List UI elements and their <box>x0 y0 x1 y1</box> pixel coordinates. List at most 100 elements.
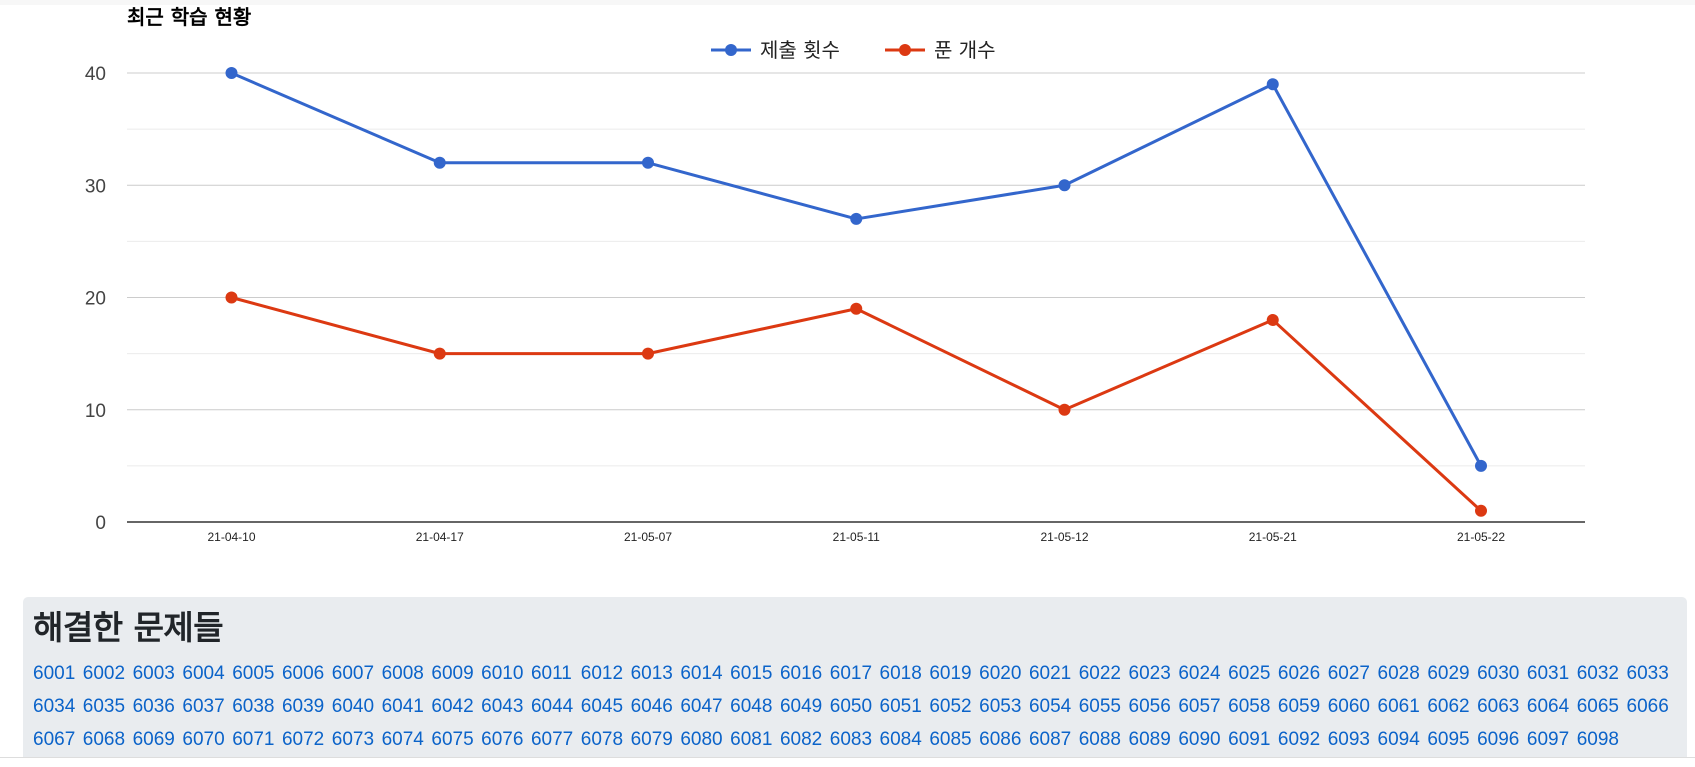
data-point[interactable] <box>642 156 654 169</box>
problem-link[interactable]: 6019 <box>929 663 972 684</box>
data-point[interactable] <box>1266 78 1279 91</box>
problem-link[interactable]: 6082 <box>779 729 823 750</box>
data-point[interactable] <box>1058 179 1071 192</box>
problem-link[interactable]: 6062 <box>1427 696 1470 717</box>
data-point[interactable] <box>433 347 446 360</box>
problem-link[interactable]: 6028 <box>1377 663 1420 684</box>
problem-link[interactable]: 6092 <box>1277 729 1321 750</box>
problem-link[interactable]: 6096 <box>1477 729 1520 750</box>
problem-link[interactable]: 6088 <box>1078 729 1122 750</box>
problem-link[interactable]: 6017 <box>829 663 873 684</box>
problem-link[interactable]: 6033 <box>1626 663 1669 684</box>
problem-link[interactable]: 6027 <box>1327 663 1370 684</box>
problem-link[interactable]: 6053 <box>979 696 1022 717</box>
problem-link[interactable]: 6089 <box>1128 729 1171 750</box>
problem-link[interactable]: 6058 <box>1228 696 1271 717</box>
problem-link[interactable]: 6054 <box>1028 696 1072 717</box>
problem-link[interactable]: 6098 <box>1576 729 1619 750</box>
problem-link[interactable]: 6047 <box>680 696 723 717</box>
legend-item[interactable]: 제출 횟수 <box>711 38 840 62</box>
problem-link[interactable]: 6020 <box>979 663 1022 684</box>
problem-link[interactable]: 6064 <box>1526 696 1570 717</box>
problem-link[interactable]: 6038 <box>232 696 275 717</box>
problem-link[interactable]: 6071 <box>232 729 275 750</box>
problem-link[interactable]: 6061 <box>1377 696 1420 717</box>
problem-link[interactable]: 6086 <box>979 729 1022 750</box>
problem-link[interactable]: 6014 <box>680 663 723 684</box>
problem-link[interactable]: 6036 <box>132 696 175 717</box>
data-point[interactable] <box>850 302 863 315</box>
problem-link[interactable]: 6081 <box>730 729 773 750</box>
problem-link[interactable]: 6022 <box>1078 663 1122 684</box>
data-point[interactable] <box>433 156 446 169</box>
problem-link[interactable]: 6068 <box>82 729 126 750</box>
problem-link[interactable]: 6090 <box>1178 729 1221 750</box>
problem-link[interactable]: 6084 <box>879 729 922 750</box>
problem-link[interactable]: 6024 <box>1178 663 1221 684</box>
problem-link[interactable]: 6041 <box>381 696 424 717</box>
problem-link[interactable]: 6035 <box>82 696 126 717</box>
problem-link[interactable]: 6008 <box>381 663 424 684</box>
problem-link[interactable]: 6006 <box>281 663 325 684</box>
data-point[interactable] <box>642 347 654 360</box>
problem-link[interactable]: 6031 <box>1526 663 1570 684</box>
problem-link[interactable]: 6012 <box>580 663 624 684</box>
problem-link[interactable]: 6072 <box>281 729 325 750</box>
problem-link[interactable]: 6067 <box>33 729 76 750</box>
problem-link[interactable]: 6083 <box>829 729 873 750</box>
problem-link[interactable]: 6018 <box>879 663 922 684</box>
problem-link[interactable]: 6059 <box>1277 696 1321 717</box>
data-point[interactable] <box>1266 313 1279 326</box>
problem-link[interactable]: 6057 <box>1178 696 1221 717</box>
problem-link[interactable]: 6063 <box>1477 696 1520 717</box>
problem-link[interactable]: 6095 <box>1427 729 1470 750</box>
problem-link[interactable]: 6097 <box>1526 729 1570 750</box>
problem-link[interactable]: 6044 <box>530 696 574 717</box>
problem-link[interactable]: 6030 <box>1477 663 1520 684</box>
problem-link[interactable]: 6025 <box>1228 663 1271 684</box>
problem-link[interactable]: 6023 <box>1128 663 1171 684</box>
problem-link[interactable]: 6087 <box>1028 729 1072 750</box>
problem-link[interactable]: 6001 <box>33 663 76 684</box>
data-point[interactable] <box>1058 403 1071 416</box>
problem-link[interactable]: 6009 <box>431 663 474 684</box>
problem-link[interactable]: 6002 <box>82 663 126 684</box>
problem-link[interactable]: 6034 <box>33 696 76 717</box>
problem-link[interactable]: 6046 <box>630 696 673 717</box>
problem-link[interactable]: 6039 <box>281 696 325 717</box>
problem-link[interactable]: 6016 <box>779 663 823 684</box>
problem-link[interactable]: 6085 <box>929 729 972 750</box>
legend-item[interactable]: 푼 개수 <box>885 38 996 62</box>
problem-link[interactable]: 6026 <box>1277 663 1321 684</box>
problem-link[interactable]: 6078 <box>580 729 624 750</box>
problem-link[interactable]: 6007 <box>331 663 375 684</box>
problem-link[interactable]: 6015 <box>730 663 773 684</box>
problem-link[interactable]: 6080 <box>680 729 723 750</box>
problem-link[interactable]: 6005 <box>232 663 275 684</box>
problem-link[interactable]: 6093 <box>1327 729 1370 750</box>
problem-link[interactable]: 6056 <box>1128 696 1171 717</box>
problem-link[interactable]: 6010 <box>481 663 524 684</box>
problem-link[interactable]: 6049 <box>779 696 823 717</box>
problem-link[interactable]: 6003 <box>132 663 175 684</box>
problem-link[interactable]: 6091 <box>1228 729 1271 750</box>
problem-link[interactable]: 6013 <box>630 663 673 684</box>
data-point[interactable] <box>1475 504 1487 517</box>
problem-link[interactable]: 6077 <box>530 729 574 750</box>
problem-link[interactable]: 6051 <box>879 696 922 717</box>
problem-link[interactable]: 6075 <box>431 729 474 750</box>
problem-link[interactable]: 6074 <box>381 729 424 750</box>
problem-link[interactable]: 6079 <box>630 729 673 750</box>
problem-link[interactable]: 6032 <box>1576 663 1619 684</box>
problem-link[interactable]: 6070 <box>182 729 225 750</box>
problem-link[interactable]: 6040 <box>331 696 375 717</box>
problem-link[interactable]: 6042 <box>431 696 474 717</box>
problem-link[interactable]: 6094 <box>1377 729 1420 750</box>
problem-link[interactable]: 6065 <box>1576 696 1619 717</box>
problem-link[interactable]: 6050 <box>829 696 873 717</box>
problem-link[interactable]: 6029 <box>1427 663 1470 684</box>
problem-link[interactable]: 6004 <box>182 663 225 684</box>
problem-link[interactable]: 6043 <box>481 696 524 717</box>
problem-link[interactable]: 6021 <box>1028 663 1072 684</box>
problem-link[interactable]: 6045 <box>580 696 624 717</box>
